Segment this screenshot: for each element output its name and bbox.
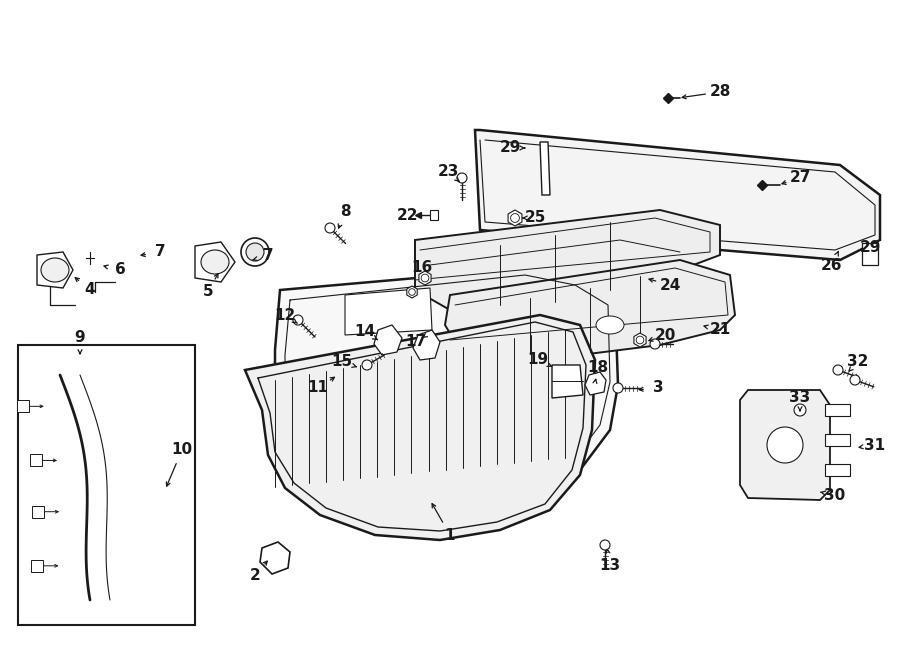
- Circle shape: [636, 336, 644, 344]
- Polygon shape: [18, 345, 195, 625]
- Polygon shape: [508, 210, 522, 226]
- Polygon shape: [862, 243, 878, 265]
- Text: 10: 10: [171, 442, 193, 457]
- Text: 2: 2: [249, 567, 260, 583]
- Circle shape: [850, 375, 860, 385]
- Circle shape: [362, 360, 372, 370]
- Polygon shape: [245, 315, 595, 540]
- Text: 25: 25: [525, 211, 545, 226]
- Polygon shape: [374, 325, 402, 355]
- Text: 7: 7: [155, 244, 166, 260]
- Polygon shape: [825, 404, 850, 416]
- Text: 14: 14: [355, 324, 375, 340]
- Circle shape: [650, 339, 660, 349]
- Bar: [32, 560, 43, 572]
- Circle shape: [457, 173, 467, 183]
- Circle shape: [613, 383, 623, 393]
- Polygon shape: [475, 130, 880, 260]
- Text: 23: 23: [437, 164, 459, 179]
- Polygon shape: [552, 365, 583, 398]
- Polygon shape: [195, 242, 235, 282]
- Text: 29: 29: [860, 240, 881, 256]
- Polygon shape: [37, 252, 73, 288]
- Ellipse shape: [41, 258, 69, 282]
- Circle shape: [510, 214, 519, 222]
- Circle shape: [325, 223, 335, 233]
- Bar: [32, 506, 44, 518]
- Text: 1: 1: [445, 528, 455, 542]
- Text: 17: 17: [405, 334, 427, 350]
- Text: 20: 20: [654, 328, 676, 342]
- Ellipse shape: [201, 250, 229, 274]
- Text: 13: 13: [599, 557, 621, 573]
- Text: 6: 6: [114, 263, 125, 277]
- Text: 5: 5: [202, 285, 213, 299]
- Polygon shape: [740, 390, 830, 500]
- Circle shape: [767, 427, 803, 463]
- Text: 16: 16: [411, 261, 433, 275]
- Text: 22: 22: [397, 207, 418, 222]
- Circle shape: [246, 243, 264, 261]
- Text: 9: 9: [75, 330, 86, 346]
- Polygon shape: [634, 333, 646, 347]
- Text: 19: 19: [527, 352, 549, 367]
- Text: 33: 33: [789, 391, 811, 406]
- Text: 28: 28: [709, 85, 731, 99]
- Polygon shape: [345, 288, 432, 335]
- Text: 8: 8: [339, 205, 350, 220]
- Polygon shape: [407, 286, 418, 298]
- Polygon shape: [825, 434, 850, 446]
- Ellipse shape: [596, 316, 624, 334]
- Text: 11: 11: [308, 381, 328, 395]
- Polygon shape: [585, 372, 606, 395]
- Bar: [30, 454, 42, 467]
- Text: 7: 7: [263, 248, 274, 263]
- Text: 24: 24: [660, 277, 680, 293]
- Text: 27: 27: [789, 171, 811, 185]
- Polygon shape: [275, 268, 618, 515]
- Polygon shape: [430, 210, 438, 220]
- Polygon shape: [415, 210, 720, 310]
- Polygon shape: [445, 260, 735, 355]
- Circle shape: [421, 274, 429, 282]
- Text: 3: 3: [652, 381, 663, 395]
- Circle shape: [833, 365, 843, 375]
- Polygon shape: [825, 464, 850, 476]
- Polygon shape: [418, 271, 431, 285]
- Text: 18: 18: [588, 361, 608, 375]
- Text: 21: 21: [709, 322, 731, 338]
- Circle shape: [600, 540, 610, 550]
- Bar: [17, 401, 29, 412]
- Circle shape: [293, 315, 303, 325]
- Circle shape: [409, 289, 415, 295]
- Circle shape: [794, 404, 806, 416]
- Text: 12: 12: [274, 308, 295, 322]
- Polygon shape: [540, 142, 550, 195]
- Text: 32: 32: [847, 354, 868, 369]
- Circle shape: [241, 238, 269, 266]
- Text: 29: 29: [500, 140, 521, 156]
- Text: 31: 31: [864, 438, 886, 453]
- Text: 30: 30: [824, 487, 846, 502]
- Text: 15: 15: [331, 354, 353, 369]
- Text: 26: 26: [821, 258, 842, 273]
- Text: 4: 4: [85, 283, 95, 297]
- Polygon shape: [413, 330, 440, 360]
- Polygon shape: [260, 542, 290, 574]
